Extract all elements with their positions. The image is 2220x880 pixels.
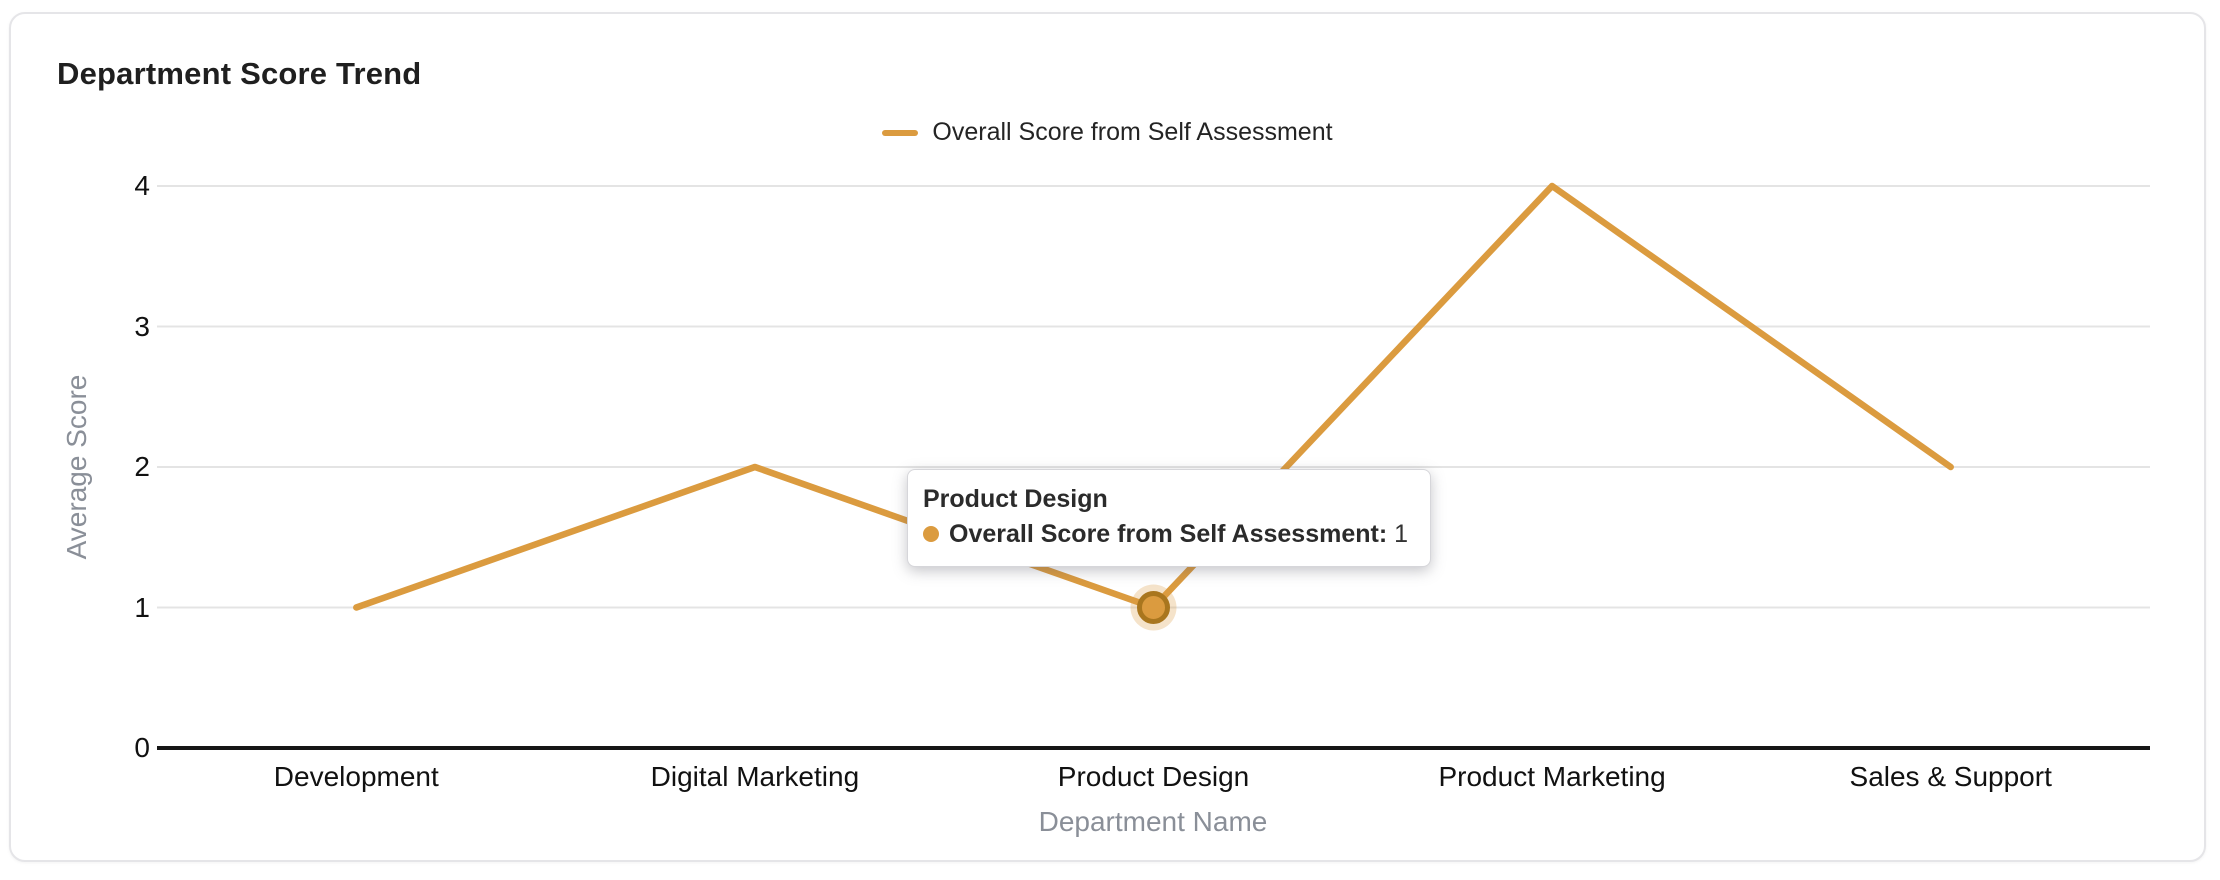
y-tick-label-1: 1 [134,591,150,623]
legend-line-swatch-icon [882,129,919,136]
chart-title: Department Score Trend [57,56,422,91]
y-tick-label-2: 2 [134,451,150,482]
tooltip-category-title: Product Design [923,485,1108,513]
tooltip-series-row: Overall Score from Self Assessment: 1 [923,516,1408,552]
legend-item-overall-score[interactable]: Overall Score from Self Assessment [882,118,1333,147]
x-tick-label-development: Development [273,761,439,792]
x-tick-label-digital-marketing: Digital Marketing [650,761,860,792]
tooltip-series-label: Overall Score from Self Assessment: [949,520,1388,548]
y-tick-label-4: 4 [134,170,150,201]
x-tick-label-sales-support: Sales & Support [1849,761,2052,792]
legend: Overall Score from Self Assessment [9,118,2206,147]
tooltip-series-dot-icon [923,526,939,542]
legend-label: Overall Score from Self Assessment [932,118,1333,146]
chart-tooltip: Product Design Overall Score from Self A… [907,469,1432,567]
x-axis-title: Department Name [1038,806,1268,837]
x-tick-label-product-marketing: Product Marketing [1438,761,1666,792]
y-tick-label-3: 3 [134,310,150,342]
x-tick-label-product-design: Product Design [1057,761,1250,792]
y-tick-label-0: 0 [134,732,150,763]
tooltip-series-value: 1 [1394,520,1409,548]
